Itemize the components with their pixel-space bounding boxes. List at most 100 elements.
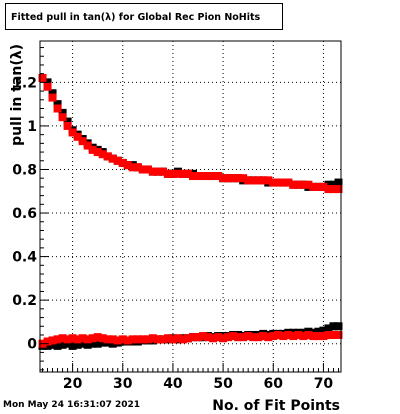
data-point [209,334,218,343]
data-point [158,167,167,176]
data-point [153,167,162,176]
data-point [254,333,263,342]
data-point [58,113,67,122]
timestamp: Mon May 24 16:31:07 2021 [3,400,141,410]
data-point [103,335,112,344]
data-point [133,163,142,172]
series-2 [38,74,343,194]
data-point [73,132,82,141]
data-point [194,333,203,342]
data-point [118,158,127,167]
data-point [214,172,223,181]
data-point [43,341,52,350]
data-point [63,117,72,126]
data-point [168,335,177,344]
y-tick-label: 0 [27,337,37,353]
data-point [93,339,102,348]
data-point [148,334,157,343]
data-point [43,82,52,91]
data-point [259,176,268,185]
data-point [73,335,82,344]
data-point [194,172,203,181]
data-point [53,100,62,109]
data-point [108,154,117,163]
chart-title-box: Fitted pull in tan(λ) for Global Rec Pio… [5,3,283,30]
data-point [209,172,218,181]
data-point [138,335,147,344]
data-point [183,334,192,343]
data-point [78,339,87,348]
data-point [93,333,102,342]
data-point [58,340,67,349]
data-point [128,335,137,344]
y-tick-label: 0.8 [12,162,37,178]
data-point [68,334,77,343]
data-point [118,335,127,344]
data-point [153,335,162,344]
data-point [314,332,323,341]
data-point [123,161,132,170]
x-tick-label: 60 [264,376,284,392]
data-point [108,335,117,344]
data-point [83,335,92,344]
data-point [244,332,253,341]
axis-tick-labels: 20 30 40 50 60 70 0 0.2 0.4 0.6 0.8 1 1.2 [12,75,333,392]
data-point [229,174,238,183]
data-point [324,324,333,333]
data-point [329,322,338,331]
x-tick-label: 20 [63,376,83,392]
data-point [68,341,77,350]
data-point [289,180,298,189]
data-point [274,330,283,339]
data-point [38,74,47,83]
data-point [219,334,228,343]
data-point [88,334,97,343]
data-point [334,330,343,339]
data-point [73,340,82,349]
data-point [63,335,72,344]
data-point [329,330,338,339]
data-point [178,169,187,178]
data-point [269,178,278,187]
data-point [68,128,77,137]
data-point [143,335,152,344]
data-point [279,178,288,187]
data-point [58,334,67,343]
data-point [224,174,233,183]
data-point [274,178,283,187]
data-point [48,340,57,349]
y-tick-label: 1.2 [12,75,37,91]
data-point [189,172,198,181]
data-point [249,176,258,185]
data-point [168,169,177,178]
data-point [294,330,303,339]
chart-title: Fitted pull in tan(λ) for Global Rec Pio… [11,12,261,23]
data-point [264,333,273,342]
data-point [83,340,92,349]
x-tick-label: 30 [113,376,133,392]
data-point [103,152,112,161]
data-point [239,333,248,342]
data-point [88,145,97,154]
data-point [284,330,293,339]
data-point [224,333,233,342]
data-point [128,163,137,172]
data-point [309,182,318,191]
data-point [148,167,157,176]
y-tick-label: 1 [27,119,37,135]
data-point [334,178,343,187]
data-point [254,176,263,185]
data-point [63,339,72,348]
data-point [48,336,57,345]
data-point [314,327,323,336]
data-point [304,180,313,189]
x-axis-title: No. of Fit Points [212,398,340,414]
data-point [88,339,97,348]
data-point [324,180,333,189]
data-point [63,121,72,130]
data-point [214,333,223,342]
x-tick-label: 50 [213,376,233,392]
data-point [199,172,208,181]
data-point [173,334,182,343]
